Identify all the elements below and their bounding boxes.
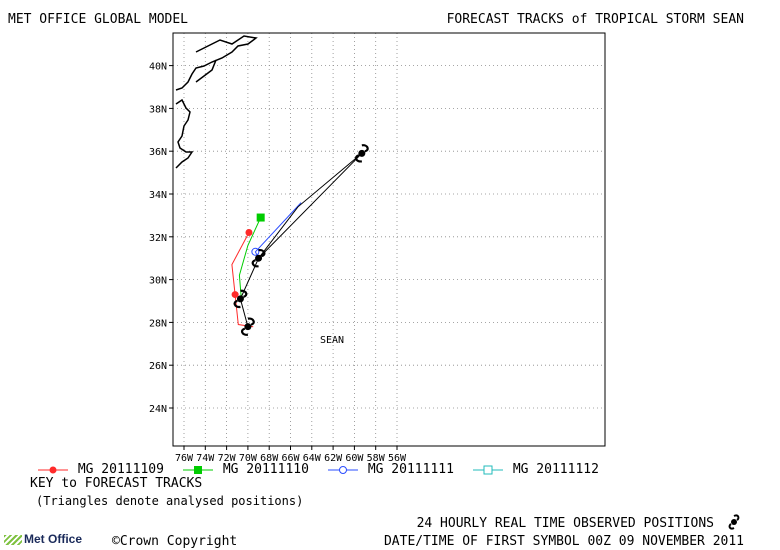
lon-tick-label: 70W [239, 453, 258, 464]
coastline-us-east [175, 35, 258, 91]
hurricane-symbol-icon [728, 514, 740, 530]
storm-symbol-eye [244, 323, 252, 331]
met-office-logo-text: Met Office [24, 532, 83, 546]
legend-item-20111109: MG 20111109 [36, 462, 164, 477]
storm-symbol-arm [233, 289, 248, 309]
lat-tick-label: 38N [149, 104, 167, 115]
storm-symbols-layer [233, 144, 369, 336]
first-symbol-date: DATE/TIME OF FIRST SYMBOL 00Z 09 NOVEMBE… [383, 534, 744, 549]
lon-tick-label: 68W [260, 453, 279, 464]
storm-symbol-arm [251, 249, 266, 268]
lat-tick-label: 26N [149, 361, 167, 372]
red-circle-marker-icon [38, 466, 68, 473]
legend-item-20111110: MG 20111110 [181, 462, 309, 477]
green-track-marker [256, 213, 265, 222]
blue-open-circle-marker-icon [328, 465, 358, 474]
red-track-marker [231, 291, 239, 299]
storm-symbol-arm [240, 317, 255, 336]
lat-tick-label: 34N [149, 190, 167, 201]
map-frame [172, 32, 606, 447]
key-title: KEY to FORECAST TRACKS [30, 476, 203, 491]
forecast-track-green [238, 217, 262, 302]
lon-tick-label: 66W [281, 453, 300, 464]
legend-label: MG 20111111 [367, 462, 454, 477]
lat-tick-label: 24N [149, 404, 167, 415]
red-track-marker [245, 229, 253, 237]
legend-item-20111112: MG 20111112 [471, 462, 599, 477]
lon-tick-label: 72W [218, 453, 237, 464]
lon-tick-label: 56W [388, 453, 407, 464]
cyan-open-square-marker-icon [473, 465, 503, 474]
lon-tick-label: 74W [196, 453, 215, 464]
storm-symbol-icon [354, 144, 369, 163]
coastline-mid-atlantic [175, 98, 194, 169]
header-right-title: FORECAST TRACKS of TROPICAL STORM SEAN [446, 12, 744, 27]
lat-tick-label: 28N [149, 318, 167, 329]
legend-item-20111111: MG 20111111 [326, 462, 454, 477]
markers-layer [231, 213, 265, 299]
lon-tick-label: 64W [303, 453, 322, 464]
coastline [175, 35, 258, 169]
key-note: (Triangles denote analysed positions) [36, 494, 304, 508]
storm-symbol-eye [255, 254, 263, 262]
coastline-new-england [195, 59, 217, 83]
green-square-marker-icon [183, 465, 213, 474]
forecast-track-black_extended [258, 152, 363, 259]
forecast-track-red [231, 232, 254, 328]
lat-tick-label: 30N [149, 276, 167, 287]
storm-symbol-icon [251, 249, 266, 268]
map-grid: 76W 74W 72W 70W 68W 66W 64W 62W 60W 58W 56W 24N 26N 2… [149, 33, 605, 464]
lon-tick-label: 58W [367, 453, 386, 464]
legend-label: MG 20111109 [77, 462, 164, 477]
storm-symbol-arm [354, 144, 369, 163]
storm-label: SEAN [320, 335, 344, 346]
met-office-logo-mark-icon [4, 534, 22, 545]
lat-tick-label: 40N [149, 62, 167, 73]
header-left-title: MET OFFICE GLOBAL MODEL [8, 12, 189, 27]
legend-label: MG 20111112 [512, 462, 599, 477]
copyright-text: ©Crown Copyright [112, 534, 238, 549]
blue-track-marker [251, 247, 260, 256]
lat-tick-label: 36N [149, 147, 167, 158]
storm-symbol-eye [236, 295, 244, 303]
lon-tick-label: 62W [324, 453, 343, 464]
storm-symbol-icon [233, 289, 248, 309]
met-office-logo: Met Office [4, 532, 82, 546]
lat-tick-label: 32N [149, 233, 167, 244]
storm-symbol-icon [240, 317, 255, 336]
lon-tick-label: 60W [345, 453, 364, 464]
legend-label: MG 20111110 [222, 462, 309, 477]
observed-track [239, 152, 363, 327]
tracks-layer [231, 152, 363, 328]
lon-tick-label: 76W [175, 453, 194, 464]
observed-positions-label: 24 HOURLY REAL TIME OBSERVED POSITIONS [416, 516, 714, 531]
storm-symbol-eye [358, 149, 366, 157]
